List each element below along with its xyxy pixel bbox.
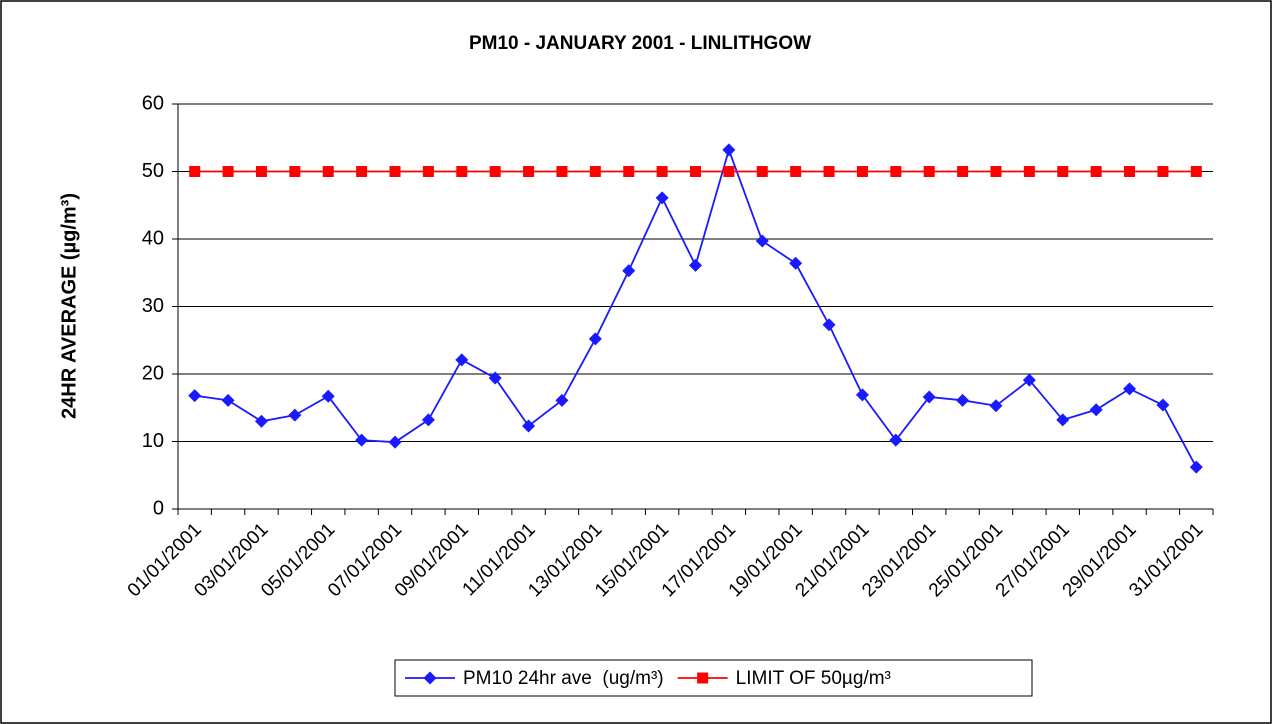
data-point bbox=[322, 166, 334, 177]
data-point bbox=[456, 166, 468, 177]
data-point bbox=[890, 166, 902, 177]
data-point bbox=[321, 389, 335, 403]
data-point bbox=[755, 234, 769, 248]
data-point bbox=[356, 166, 368, 177]
data-point bbox=[756, 166, 768, 177]
data-point bbox=[722, 143, 736, 157]
legend: PM10 24hr ave (ug/m³) LIMIT OF 50µg/m³ bbox=[394, 659, 1033, 697]
data-point bbox=[789, 256, 803, 270]
data-point bbox=[1057, 166, 1069, 177]
y-tick-label: 0 bbox=[153, 497, 164, 519]
data-point bbox=[523, 166, 535, 177]
data-point bbox=[1089, 403, 1103, 417]
data-point bbox=[289, 166, 301, 177]
data-point bbox=[622, 264, 636, 278]
data-point bbox=[1056, 413, 1070, 427]
data-point bbox=[488, 371, 502, 385]
data-point bbox=[790, 166, 802, 177]
data-point bbox=[1189, 460, 1203, 474]
data-point bbox=[1156, 398, 1170, 412]
data-point bbox=[889, 433, 903, 447]
data-point bbox=[656, 166, 668, 177]
data-point bbox=[1190, 166, 1202, 177]
data-point bbox=[189, 166, 201, 177]
y-axis-label: 24HR AVERAGE (µg/m³) bbox=[58, 193, 80, 419]
data-point bbox=[990, 166, 1002, 177]
data-point bbox=[922, 390, 936, 404]
data-point bbox=[655, 191, 669, 205]
y-tick-label: 30 bbox=[142, 295, 164, 317]
data-point bbox=[1090, 166, 1102, 177]
data-point bbox=[389, 166, 401, 177]
chart-title: PM10 - JANUARY 2001 - LINLITHGOW bbox=[469, 33, 811, 54]
legend-label: LIMIT OF 50µg/m³ bbox=[736, 668, 891, 689]
data-point bbox=[422, 166, 434, 177]
data-point bbox=[690, 166, 701, 177]
data-point bbox=[1123, 382, 1137, 396]
data-point bbox=[956, 393, 970, 407]
y-tick-label: 40 bbox=[142, 227, 164, 249]
data-point bbox=[556, 166, 568, 177]
data-point bbox=[723, 166, 735, 177]
data-point bbox=[923, 166, 935, 177]
data-point bbox=[957, 166, 969, 177]
data-point bbox=[421, 413, 435, 427]
data-point bbox=[1023, 166, 1035, 177]
data-point bbox=[489, 166, 501, 177]
y-tick-label: 60 bbox=[142, 92, 164, 114]
data-point bbox=[1157, 166, 1169, 177]
y-tick-label: 50 bbox=[142, 160, 164, 182]
data-point bbox=[388, 435, 402, 449]
data-point bbox=[188, 389, 202, 403]
data-point bbox=[856, 166, 868, 177]
data-point bbox=[555, 393, 569, 407]
data-point bbox=[589, 166, 601, 177]
data-point bbox=[823, 166, 835, 177]
data-point bbox=[1022, 373, 1036, 387]
data-point bbox=[522, 419, 536, 433]
data-point bbox=[588, 332, 602, 346]
data-point bbox=[288, 408, 302, 422]
data-point bbox=[221, 393, 235, 407]
data-point bbox=[255, 166, 267, 177]
legend-marker bbox=[423, 671, 437, 685]
data-point bbox=[623, 166, 635, 177]
data-point bbox=[455, 353, 469, 367]
data-point bbox=[1124, 166, 1136, 177]
legend-marker bbox=[697, 672, 709, 684]
data-point bbox=[989, 399, 1003, 413]
data-point bbox=[822, 318, 836, 332]
y-tick-label: 20 bbox=[142, 362, 164, 384]
data-point bbox=[355, 433, 369, 447]
data-point bbox=[855, 388, 869, 402]
data-point bbox=[254, 414, 268, 428]
data-point bbox=[689, 258, 702, 272]
y-tick-label: 10 bbox=[142, 430, 164, 452]
legend-label: PM10 24hr ave (ug/m³) bbox=[463, 668, 664, 689]
data-point bbox=[222, 166, 234, 177]
